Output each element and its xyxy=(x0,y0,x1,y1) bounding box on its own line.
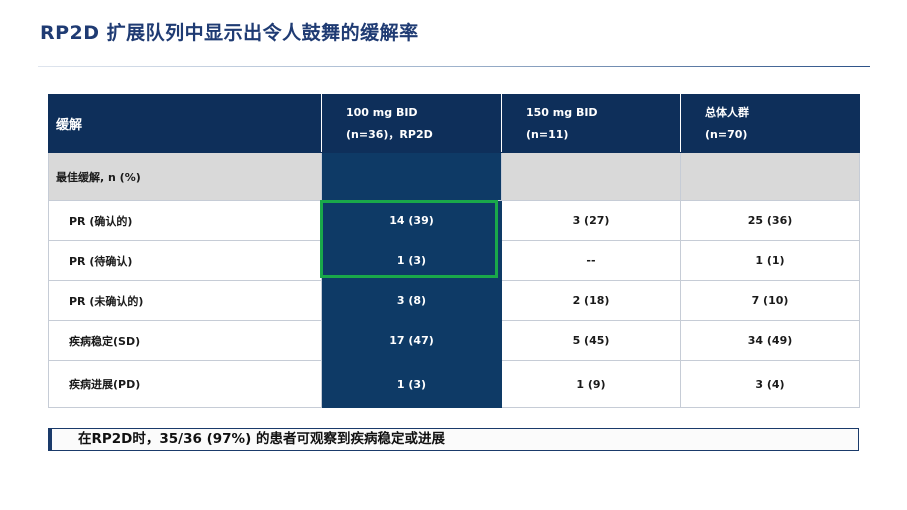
cell-150mg: -- xyxy=(501,240,681,281)
cell-100mg: 3 (8) xyxy=(321,280,502,321)
row-label: 疾病进展(PD) xyxy=(48,360,322,408)
cell-100mg: 1 (3) xyxy=(321,240,502,281)
table-row: PR (未确认的) 3 (8) 2 (18) 7 (10) xyxy=(48,280,860,321)
cell-150mg: 1 (9) xyxy=(501,360,681,408)
header-overall: 总体人群 (n=70) xyxy=(680,94,860,153)
response-table: 缓解 100 mg BID (n=36)，RP2D 150 mg BID (n=… xyxy=(48,94,860,408)
section-row: 最佳缓解, n (%) xyxy=(48,152,860,201)
header-150mg: 150 mg BID (n=11) xyxy=(501,94,681,153)
table-row: PR (确认的) 14 (39) 3 (27) 25 (36) xyxy=(48,200,860,241)
header-100mg-dose: 100 mg BID xyxy=(346,105,418,119)
header-150mg-n: (n=11) xyxy=(526,127,569,141)
header-100mg-n: (n=36)，RP2D xyxy=(346,127,433,141)
section-cell-100mg xyxy=(321,152,502,201)
slide-title: RP2D 扩展队列中显示出令人鼓舞的缓解率 xyxy=(40,22,419,44)
cell-overall: 3 (4) xyxy=(680,360,860,408)
header-150mg-dose: 150 mg BID xyxy=(526,105,598,119)
table-row: PR (待确认) 1 (3) -- 1 (1) xyxy=(48,240,860,281)
cell-150mg: 3 (27) xyxy=(501,200,681,241)
row-label: PR (确认的) xyxy=(48,200,322,241)
summary-callout: 在RP2D时，35/36 (97%) 的患者可观察到疾病稳定或进展 xyxy=(48,428,859,451)
row-label: PR (待确认) xyxy=(48,240,322,281)
cell-overall: 1 (1) xyxy=(680,240,860,281)
table-row: 疾病稳定(SD) 17 (47) 5 (45) 34 (49) xyxy=(48,320,860,361)
title-divider xyxy=(38,66,870,67)
row-label: PR (未确认的) xyxy=(48,280,322,321)
section-cell-150mg xyxy=(501,152,681,201)
header-overall-label: 总体人群 xyxy=(705,105,749,119)
cell-overall: 25 (36) xyxy=(680,200,860,241)
header-overall-n: (n=70) xyxy=(705,127,748,141)
cell-overall: 7 (10) xyxy=(680,280,860,321)
row-label: 疾病稳定(SD) xyxy=(48,320,322,361)
header-response: 缓解 xyxy=(48,94,322,153)
table-row: 疾病进展(PD) 1 (3) 1 (9) 3 (4) xyxy=(48,360,860,408)
cell-overall: 34 (49) xyxy=(680,320,860,361)
section-cell-overall xyxy=(680,152,860,201)
cell-100mg: 1 (3) xyxy=(321,360,502,408)
table-header-row: 缓解 100 mg BID (n=36)，RP2D 150 mg BID (n=… xyxy=(48,94,860,153)
cell-100mg: 14 (39) xyxy=(321,200,502,241)
cell-150mg: 2 (18) xyxy=(501,280,681,321)
section-label: 最佳缓解, n (%) xyxy=(48,152,322,201)
cell-100mg: 17 (47) xyxy=(321,320,502,361)
cell-150mg: 5 (45) xyxy=(501,320,681,361)
header-100mg: 100 mg BID (n=36)，RP2D xyxy=(321,94,502,153)
